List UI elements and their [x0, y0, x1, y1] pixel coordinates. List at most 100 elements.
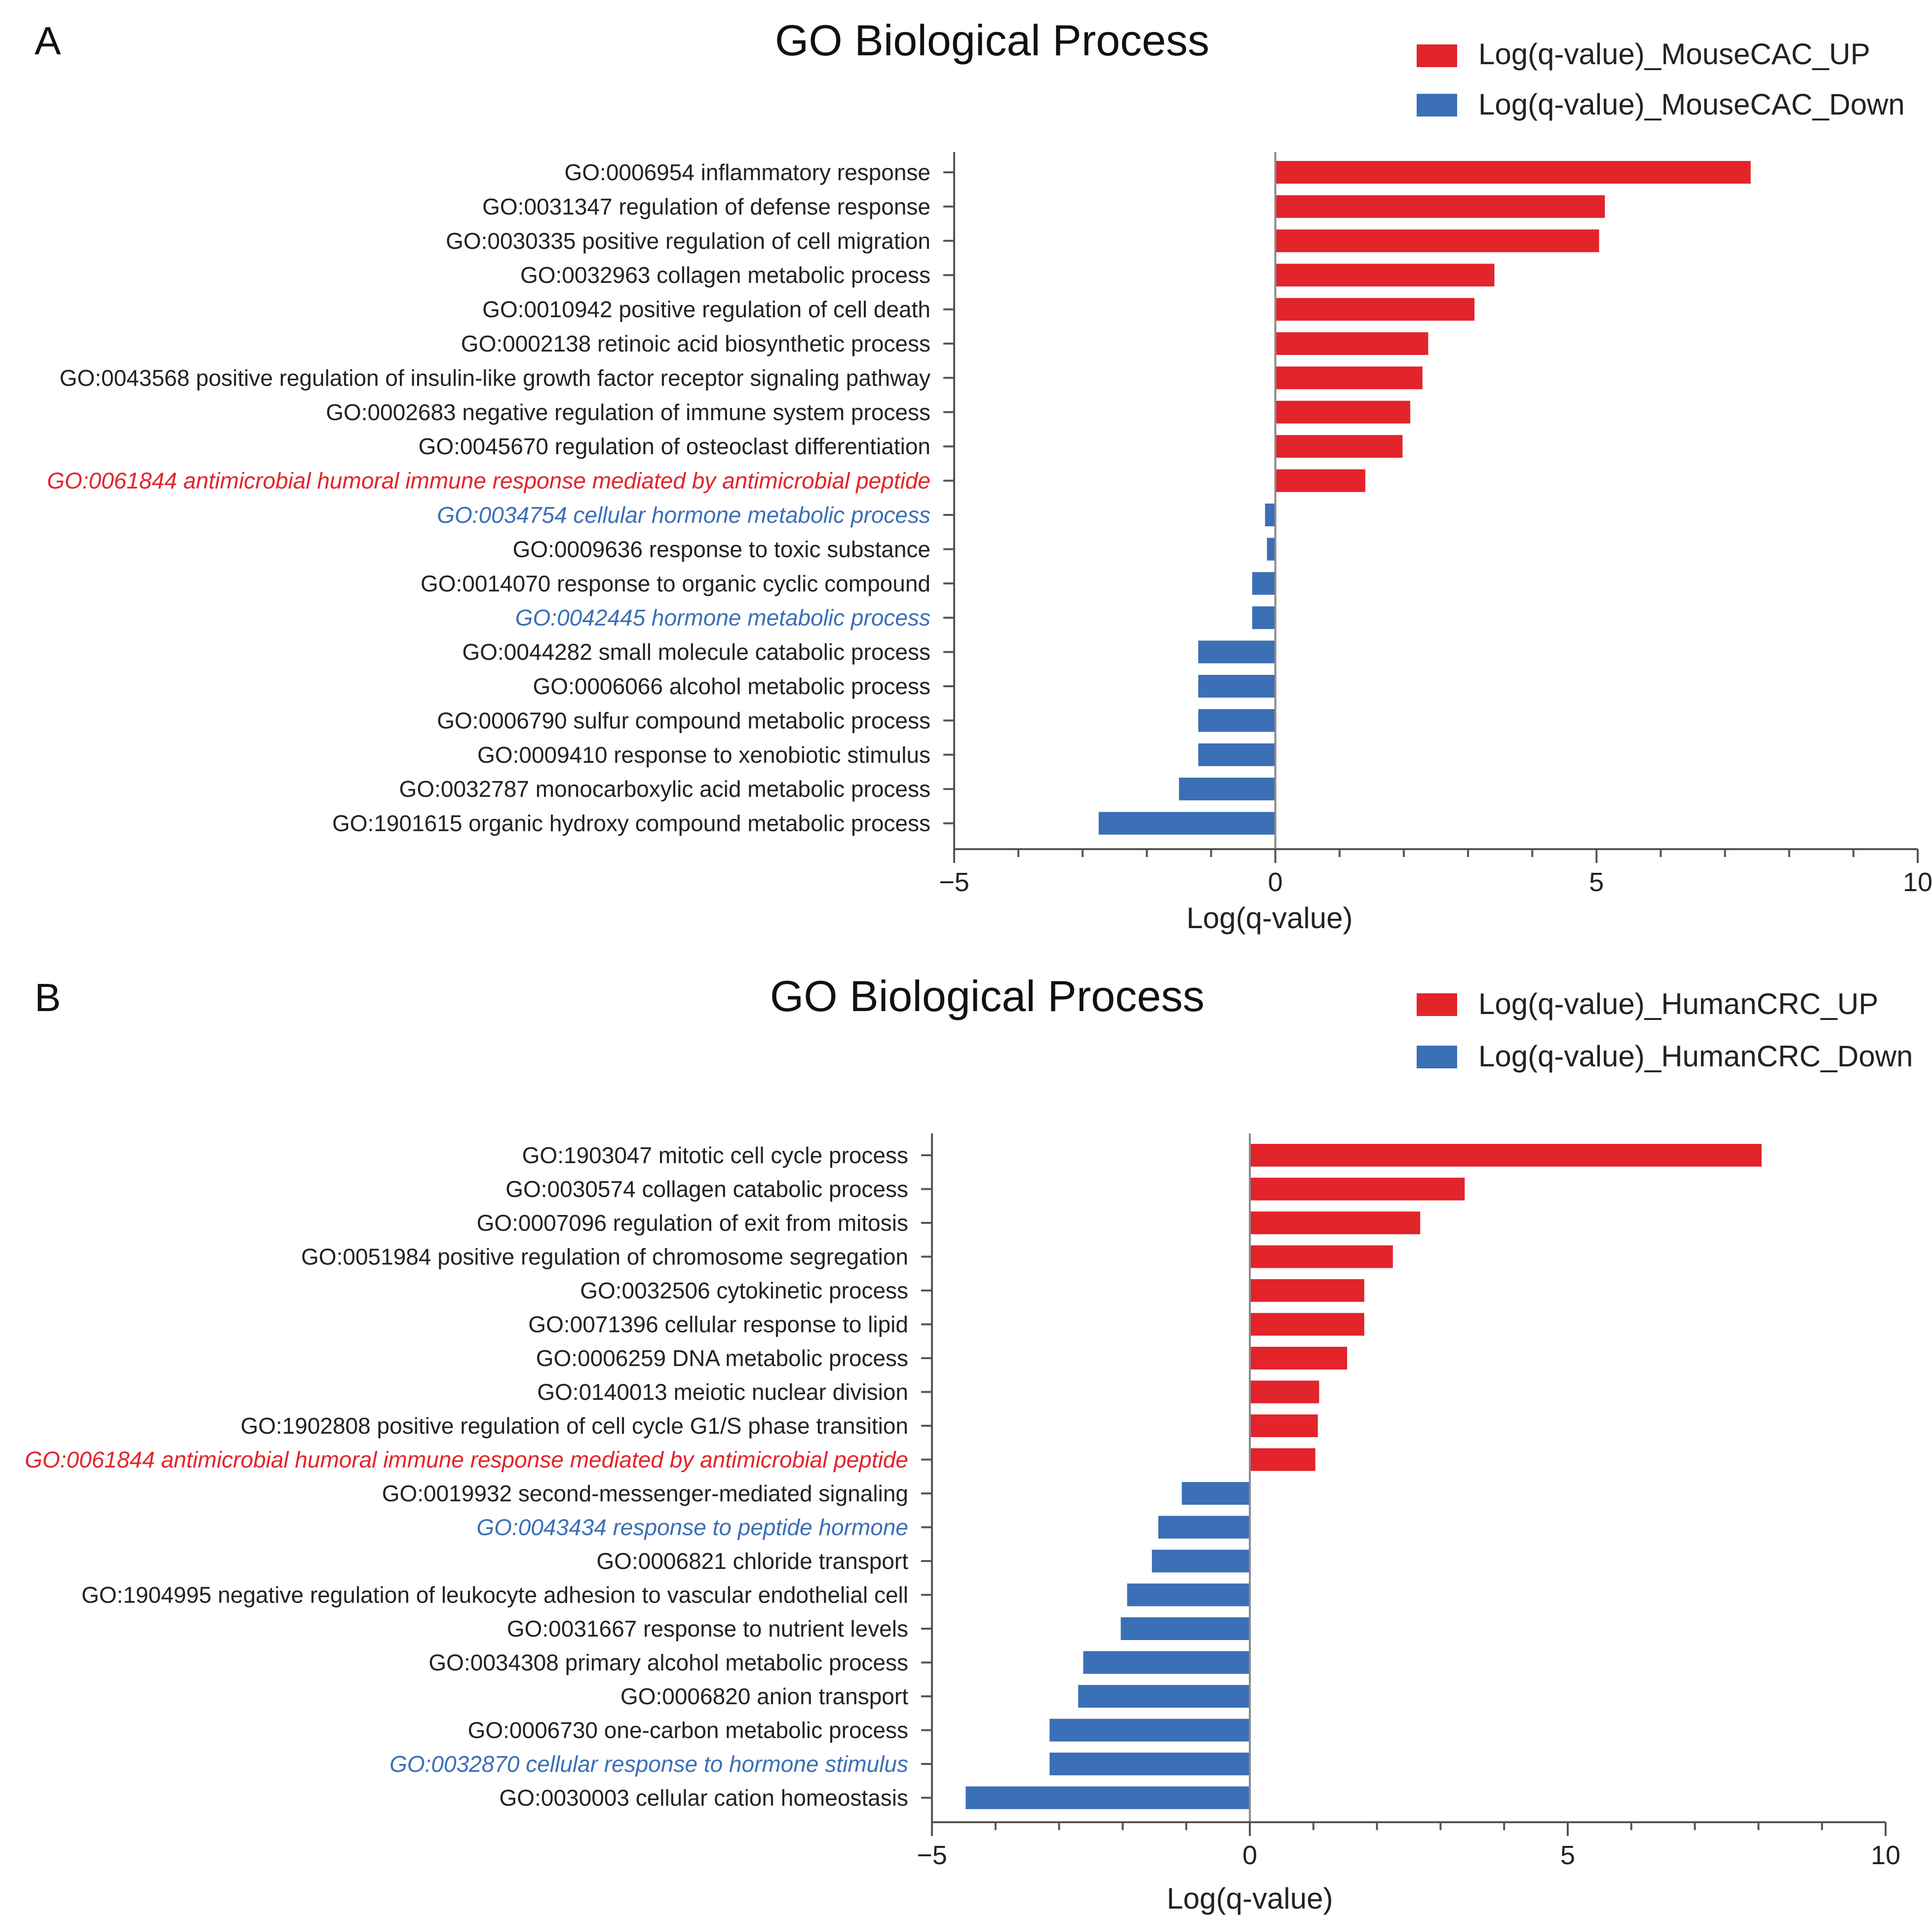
x-tick-label: 0: [1268, 867, 1283, 897]
bar: [1198, 743, 1275, 766]
plot-area: GO:1903047 mitotic cell cycle process GO:…: [25, 1134, 1900, 1870]
bar: [1275, 229, 1599, 252]
category-label: GO:0009410 response to xenobiotic stimul…: [477, 742, 930, 768]
category-label: GO:0007096 regulation of exit from mitos…: [477, 1210, 908, 1236]
bar: [1250, 1144, 1762, 1167]
x-tick-label: 0: [1242, 1840, 1257, 1870]
bar: [1198, 709, 1275, 732]
bar: [1158, 1516, 1250, 1539]
bar: [1127, 1583, 1250, 1606]
bar: [1250, 1212, 1421, 1234]
category-label: GO:0031347 regulation of defense respons…: [482, 194, 930, 219]
bar: [1250, 1313, 1364, 1336]
bar: [1250, 1414, 1318, 1437]
category-label: GO:0006821 chloride transport: [596, 1548, 908, 1574]
legend-label-up: Log(q-value)_HumanCRC_UP: [1478, 987, 1878, 1020]
legend-swatch-down: [1417, 94, 1457, 117]
category-label: GO:0034754 cellular hormone metabolic pr…: [437, 502, 930, 528]
category-label: GO:0006066 alcohol metabolic process: [533, 673, 930, 699]
bar: [1275, 298, 1475, 321]
bar: [1275, 469, 1365, 492]
x-tick-label: −5: [939, 867, 969, 897]
legend-label-up: Log(q-value)_MouseCAC_UP: [1478, 38, 1870, 71]
bar: [1250, 1177, 1465, 1201]
category-label: GO:0034308 primary alcohol metabolic pro…: [428, 1650, 908, 1676]
category-label: GO:1903047 mitotic cell cycle process: [522, 1142, 908, 1168]
bar: [1121, 1617, 1250, 1640]
category-label: GO:0043434 response to peptide hormone: [476, 1515, 908, 1540]
bar: [1198, 675, 1275, 698]
category-label: GO:0006954 inflammatory response: [564, 159, 930, 185]
panel-label: A: [35, 19, 61, 63]
category-label: GO:0140013 meiotic nuclear division: [537, 1379, 908, 1405]
category-label: GO:0030003 cellular cation homeostasis: [500, 1785, 908, 1811]
chart-title: GO Biological Process: [770, 972, 1204, 1020]
category-label: GO:0042445 hormone metabolic process: [515, 605, 930, 630]
bar: [1083, 1651, 1250, 1674]
bar: [1179, 778, 1275, 801]
bar: [1098, 812, 1275, 835]
x-tick-label: 5: [1589, 867, 1604, 897]
bar: [1250, 1448, 1315, 1471]
category-label: GO:0071396 cellular response to lipid: [528, 1312, 908, 1337]
bar: [1250, 1380, 1319, 1404]
category-label: GO:0006259 DNA metabolic process: [536, 1345, 908, 1371]
category-label: GO:0006820 anion transport: [620, 1683, 908, 1709]
legend-label-down: Log(q-value)_MouseCAC_Down: [1478, 88, 1905, 121]
bar: [1275, 366, 1423, 390]
category-label: GO:0043568 positive regulation of insuli…: [60, 365, 930, 391]
bar: [1078, 1685, 1250, 1708]
category-label: GO:0051984 positive regulation of chromo…: [301, 1244, 908, 1270]
bar: [1265, 504, 1275, 526]
category-label: GO:0032963 collagen metabolic process: [520, 262, 930, 288]
category-label: GO:0002683 negative regulation of immune…: [326, 399, 930, 425]
x-axis-label: Log(q-value): [1187, 901, 1353, 935]
category-label: GO:0006790 sulfur compound metabolic pro…: [437, 707, 930, 733]
legend-swatch-up: [1417, 993, 1457, 1016]
category-label: GO:0030574 collagen catabolic process: [505, 1176, 908, 1202]
category-label: GO:0045670 regulation of osteoclast diff…: [419, 433, 930, 459]
bar: [1275, 161, 1751, 184]
category-label: GO:1902808 positive regulation of cell c…: [240, 1413, 908, 1439]
bar: [1275, 195, 1605, 218]
bar: [1152, 1550, 1250, 1572]
plot-area: GO:0006954 inflammatory response GO:00313…: [47, 152, 1932, 897]
category-label: GO:0014070 response to organic cyclic co…: [421, 571, 930, 596]
bar: [1267, 538, 1275, 561]
bar: [1275, 332, 1429, 355]
category-label: GO:1901615 organic hydroxy compound meta…: [332, 811, 930, 836]
chart-title: GO Biological Process: [775, 16, 1209, 65]
legend-swatch-down: [1417, 1046, 1457, 1068]
category-label: GO:1904995 negative regulation of leukoc…: [81, 1582, 908, 1608]
bar: [966, 1786, 1250, 1809]
category-label: GO:0030335 positive regulation of cell m…: [446, 228, 930, 254]
category-label: GO:0032787 monocarboxylic acid metabolic…: [399, 776, 930, 802]
bar: [1250, 1347, 1348, 1369]
category-label: GO:0032506 cytokinetic process: [580, 1278, 908, 1303]
category-label: GO:0009636 response to toxic substance: [513, 536, 930, 562]
category-label: GO:0019932 second-messenger-mediated sig…: [382, 1481, 908, 1506]
panel-a: A GO Biological Process Log(q-value)_Mou…: [35, 16, 1932, 935]
bar: [1049, 1719, 1250, 1742]
category-label: GO:0031667 response to nutrient levels: [507, 1616, 908, 1642]
bar: [1275, 435, 1403, 458]
category-label: GO:0044282 small molecule catabolic proc…: [462, 639, 930, 665]
legend-swatch-up: [1417, 44, 1457, 67]
bar: [1250, 1279, 1364, 1302]
bar: [1275, 264, 1495, 287]
x-tick-label: 5: [1560, 1840, 1575, 1870]
x-axis-label: Log(q-value): [1167, 1882, 1333, 1915]
bar: [1275, 400, 1410, 424]
bar: [1250, 1245, 1393, 1268]
bar: [1049, 1753, 1250, 1775]
panel-b: B GO Biological Process Log(q-value)_Hum…: [25, 972, 1913, 1915]
x-tick-label: 10: [1903, 867, 1932, 897]
category-label: GO:0002138 retinoic acid biosynthetic pr…: [461, 331, 930, 356]
bar: [1252, 606, 1275, 629]
bar: [1252, 572, 1275, 595]
category-label: GO:0061844 antimicrobial humoral immune …: [25, 1447, 908, 1473]
bar: [1182, 1482, 1250, 1505]
category-label: GO:0061844 antimicrobial humoral immune …: [47, 468, 930, 494]
category-label: GO:0032870 cellular response to hormone …: [389, 1751, 908, 1777]
